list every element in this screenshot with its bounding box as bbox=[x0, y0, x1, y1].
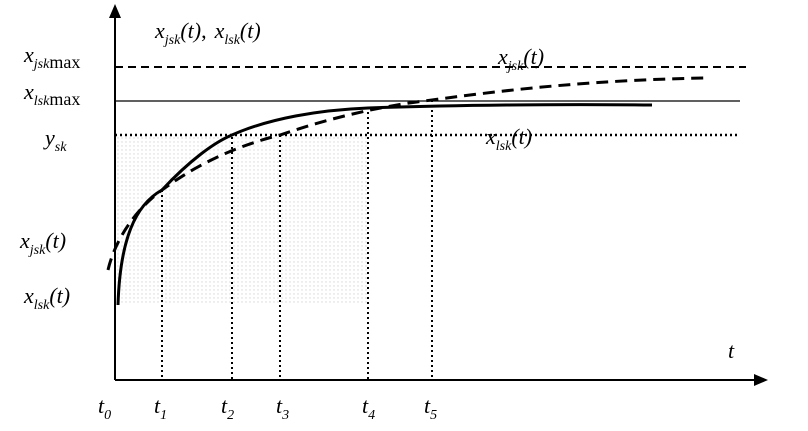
t-label: t3 bbox=[276, 393, 289, 423]
label-subscript: 0 bbox=[104, 408, 111, 423]
label-subscript: jsk bbox=[32, 57, 50, 72]
t-label: t2 bbox=[221, 393, 234, 423]
label-subscript: lsk bbox=[496, 139, 512, 154]
label-tail: (t) bbox=[240, 18, 261, 43]
label-main: x bbox=[23, 283, 34, 308]
label-main: t bbox=[221, 393, 228, 418]
label-tail: (t) bbox=[511, 124, 532, 149]
label-tail: (t) bbox=[180, 18, 201, 43]
label-main: x bbox=[23, 42, 34, 67]
jsk-curve bbox=[106, 76, 706, 271]
label-subscript: 4 bbox=[368, 408, 375, 423]
y-label: xjskmax bbox=[23, 42, 80, 72]
label-main: t bbox=[276, 393, 283, 418]
time-markers bbox=[161, 100, 433, 380]
label-subscript: jsk bbox=[506, 59, 524, 74]
label-tail: (t) bbox=[523, 44, 544, 69]
t-label: t4 bbox=[362, 393, 375, 423]
label-main: x bbox=[214, 18, 225, 43]
label-main: y bbox=[43, 125, 55, 150]
axis-title: xjsk(t), xlsk(t) bbox=[154, 18, 261, 48]
t-label: t1 bbox=[154, 393, 167, 423]
label-tail: max bbox=[49, 89, 80, 109]
t-label: t0 bbox=[98, 393, 111, 423]
label-subscript: lsk bbox=[34, 94, 50, 109]
label-subscript: 5 bbox=[430, 408, 437, 423]
label-subscript: jsk bbox=[163, 33, 181, 48]
label-subscript: jsk bbox=[28, 243, 46, 258]
label-subscript: lsk bbox=[34, 298, 50, 313]
label-subscript: 3 bbox=[281, 408, 289, 423]
label-main: t bbox=[728, 338, 735, 363]
y-label: xlskmax bbox=[23, 79, 80, 109]
label-main: x bbox=[485, 124, 496, 149]
label-main: t bbox=[98, 393, 105, 418]
t-label: t5 bbox=[424, 393, 437, 423]
y-label: xjsk(t) bbox=[19, 228, 66, 258]
shaded-region bbox=[115, 135, 368, 305]
label-main: x bbox=[19, 228, 30, 253]
y-label: ysk bbox=[43, 125, 67, 155]
x-arrow bbox=[754, 374, 768, 386]
label-main: t bbox=[154, 393, 161, 418]
label-tail: (t) bbox=[49, 283, 70, 308]
label-main: x bbox=[154, 18, 165, 43]
y-label: xlsk(t) bbox=[23, 283, 70, 313]
label-main: t bbox=[362, 393, 369, 418]
label-main: t bbox=[424, 393, 431, 418]
label-subscript: 1 bbox=[160, 408, 167, 423]
x-axis-label: t bbox=[728, 338, 735, 363]
label-subscript: sk bbox=[55, 140, 67, 155]
curve-label: xjsk(t) bbox=[497, 44, 544, 74]
label-tail: (t) bbox=[45, 228, 66, 253]
label-main: x bbox=[23, 79, 34, 104]
label-tail: max bbox=[49, 52, 80, 72]
y-arrow bbox=[109, 4, 121, 18]
label-subscript: 2 bbox=[227, 408, 234, 423]
lsk-curve bbox=[116, 103, 653, 306]
label-subscript: lsk bbox=[224, 33, 240, 48]
separator: , bbox=[201, 18, 207, 43]
curve-label: xlsk(t) bbox=[485, 124, 532, 154]
label-main: x bbox=[497, 44, 508, 69]
